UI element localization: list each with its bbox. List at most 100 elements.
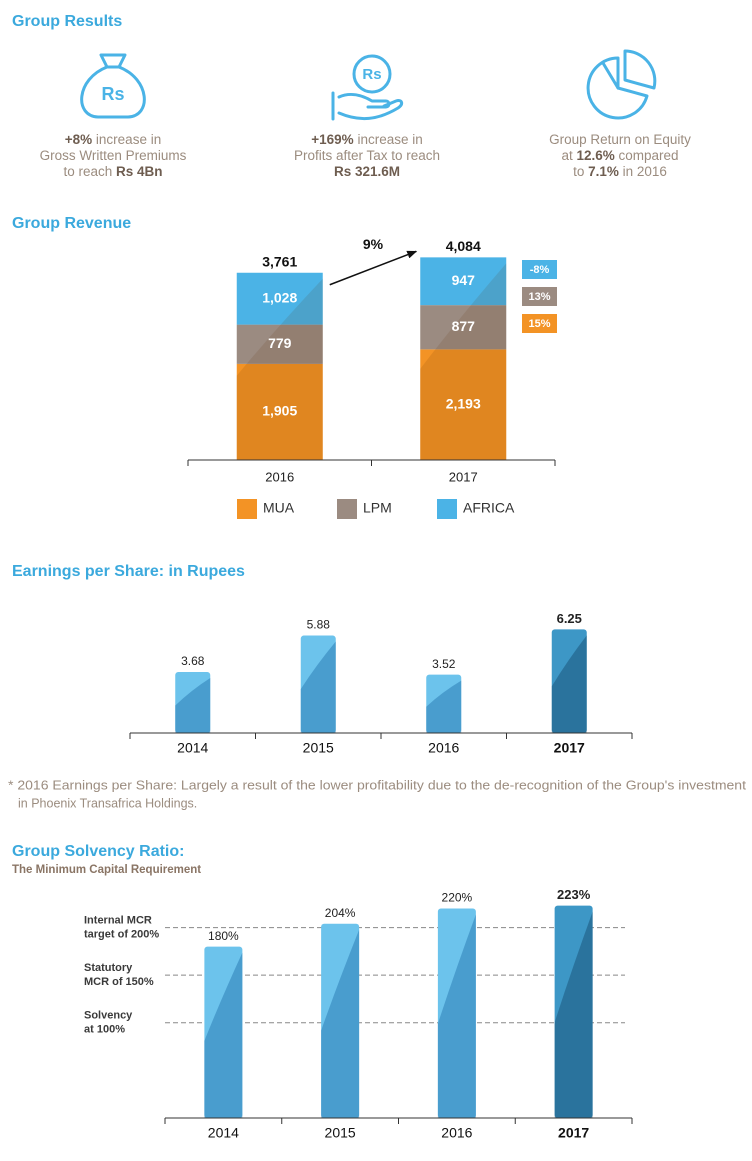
result-text: compared	[615, 148, 679, 163]
result-line: to reach Rs 4Bn	[63, 164, 162, 179]
bar	[426, 674, 462, 733]
result-text: 7.1%	[588, 164, 619, 179]
footnote: * 2016 Earnings per Share: Largely a res…	[8, 778, 747, 792]
total-label: 4,084	[446, 238, 481, 254]
result-text: Rs 321.6M	[334, 164, 400, 179]
value-label: 204%	[325, 906, 356, 920]
legend-swatch	[237, 499, 257, 519]
bar	[321, 923, 360, 1118]
result-line: +8% increase in	[65, 132, 161, 147]
x-tick-label: 2014	[208, 1125, 239, 1141]
change-box	[522, 314, 557, 333]
reference-label: MCR of 150%	[84, 976, 154, 988]
money-bag-icon: Rs	[80, 53, 146, 119]
x-tick-label: 2015	[303, 740, 334, 756]
x-tick-label: 2015	[325, 1125, 356, 1141]
segment-label: 779	[268, 335, 292, 351]
segment-label: 1,905	[262, 403, 297, 419]
footnote: in Phoenix Transafrica Holdings.	[18, 796, 197, 810]
change-label: -8%	[530, 264, 550, 276]
chart-title: Group Solvency Ratio:	[12, 843, 184, 860]
bar-segment	[236, 363, 323, 460]
bar	[204, 946, 243, 1118]
hand-coin-icon: Rs	[331, 54, 404, 121]
bar-segment	[236, 324, 323, 364]
reference-label: target of 200%	[84, 928, 159, 940]
bar-segment	[420, 305, 507, 350]
result-item: Group Return on Equity at 12.6% compared…	[549, 132, 691, 179]
icon-label: Rs	[101, 84, 124, 104]
result-line: Gross Written Premiums	[40, 148, 187, 163]
x-tick-label: 2017	[558, 1125, 589, 1141]
x-tick-label: 2014	[177, 740, 208, 756]
pie-icon	[586, 49, 657, 120]
result-text: to	[573, 164, 588, 179]
reference-label: Internal MCR	[84, 914, 152, 926]
change-label: 13%	[528, 291, 550, 303]
result-text: +169%	[311, 132, 353, 147]
result-text: Group Return on Equity	[549, 132, 691, 147]
legend-swatch	[437, 499, 457, 519]
value-label: 180%	[208, 929, 239, 943]
chart-title: Earnings per Share: in Rupees	[12, 563, 245, 580]
result-line: +169% increase in	[311, 132, 422, 147]
value-label: 6.25	[557, 611, 582, 626]
result-text: increase in	[92, 132, 161, 147]
total-label: 3,761	[262, 253, 297, 269]
result-text: Gross Written Premiums	[40, 148, 187, 163]
result-line: to 7.1% in 2016	[573, 164, 667, 179]
section-title: Group Results	[12, 13, 122, 30]
bar	[175, 672, 211, 733]
reference-label: Statutory	[84, 962, 133, 974]
result-text: to reach	[63, 164, 116, 179]
result-text: at	[561, 148, 576, 163]
icon-label: Rs	[362, 66, 381, 83]
result-text: +8%	[65, 132, 92, 147]
result-item: +8% increase in Gross Written Premiums t…	[40, 132, 187, 179]
bar-segment	[236, 272, 323, 325]
bar	[437, 908, 476, 1118]
reference-label: at 100%	[84, 1024, 125, 1036]
segment-label: 877	[452, 318, 476, 334]
bar-segment	[420, 349, 507, 460]
x-tick-label: 2016	[428, 740, 459, 756]
bar	[551, 629, 587, 733]
result-text: Profits after Tax to reach	[294, 148, 440, 163]
segment-label: 1,028	[262, 289, 297, 305]
bar-segment	[420, 257, 507, 306]
change-box	[522, 287, 557, 306]
bar	[300, 635, 336, 733]
value-label: 5.88	[307, 618, 331, 632]
growth-label: 9%	[363, 236, 384, 252]
x-tick-label: 2017	[449, 469, 478, 484]
chart-subtitle: The Minimum Capital Requirement	[12, 864, 201, 876]
x-tick-label: 2017	[554, 740, 585, 756]
legend-swatch	[337, 499, 357, 519]
legend-label: AFRICA	[463, 500, 515, 516]
segment-label: 947	[452, 272, 476, 288]
x-tick-label: 2016	[265, 469, 294, 484]
reference-label: Solvency	[84, 1010, 133, 1022]
growth-arrow	[329, 250, 418, 286]
x-tick-label: 2016	[441, 1125, 472, 1141]
result-line: Group Return on Equity	[549, 132, 691, 147]
legend-label: LPM	[363, 500, 392, 516]
result-text: in 2016	[619, 164, 667, 179]
result-line: Profits after Tax to reach	[294, 148, 440, 163]
result-text: 12.6%	[576, 148, 614, 163]
result-item: +169% increase in Profits after Tax to r…	[294, 132, 440, 179]
result-text: Rs 4Bn	[116, 164, 163, 179]
result-line: at 12.6% compared	[561, 148, 678, 163]
result-text: increase in	[354, 132, 423, 147]
value-label: 220%	[442, 891, 473, 905]
change-label: 15%	[528, 318, 550, 330]
value-label: 3.52	[432, 657, 456, 671]
result-line: Rs 321.6M	[334, 164, 400, 179]
value-label: 223%	[557, 887, 591, 902]
value-label: 3.68	[181, 654, 205, 668]
legend-label: MUA	[263, 500, 295, 516]
chart-title: Group Revenue	[12, 215, 131, 232]
bar	[554, 905, 593, 1118]
segment-label: 2,193	[446, 395, 481, 411]
